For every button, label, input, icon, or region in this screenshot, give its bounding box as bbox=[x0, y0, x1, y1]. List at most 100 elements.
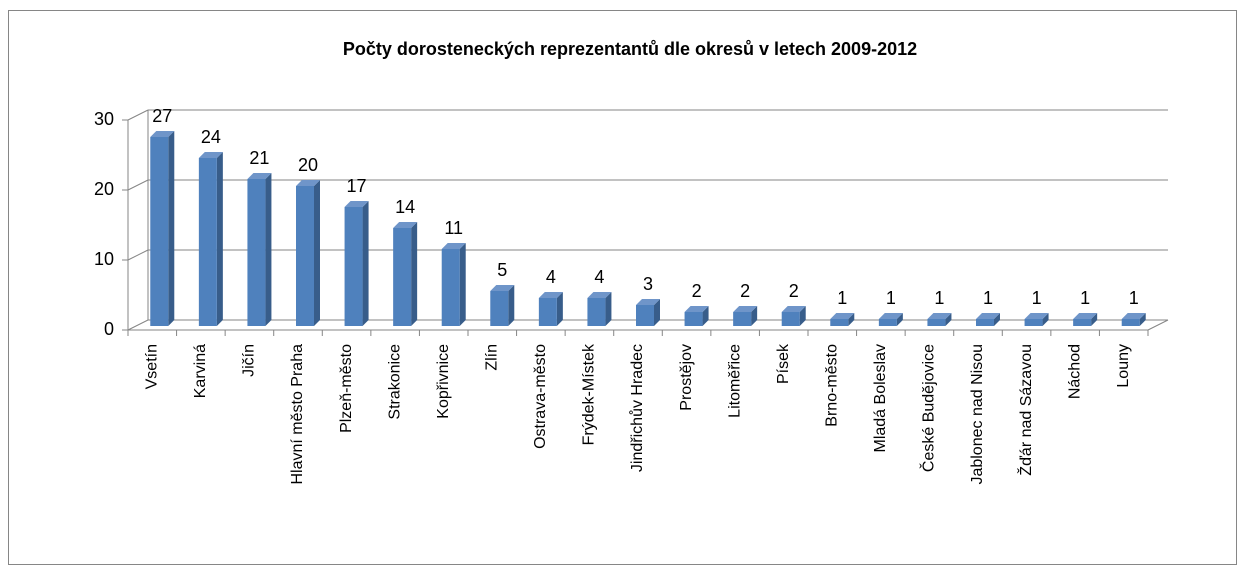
x-tick-label: Zlín bbox=[484, 344, 501, 371]
y-tick-label: 30 bbox=[94, 109, 114, 129]
x-tick-label: Prostějov bbox=[678, 344, 695, 411]
bar bbox=[538, 298, 557, 326]
bar bbox=[1073, 319, 1092, 326]
bar bbox=[587, 298, 606, 326]
grid-line bbox=[127, 109, 149, 121]
data-label: 1 bbox=[837, 288, 847, 308]
x-tick-label: Ostrava-město bbox=[532, 344, 549, 449]
data-label: 2 bbox=[692, 281, 702, 301]
data-label: 3 bbox=[643, 274, 653, 294]
bar-side bbox=[314, 180, 320, 326]
bar-top bbox=[198, 152, 223, 158]
bar-side bbox=[1139, 313, 1146, 326]
bar-side bbox=[654, 299, 660, 326]
bar-side bbox=[556, 292, 563, 326]
data-label: 24 bbox=[201, 127, 221, 147]
bar-top bbox=[1121, 313, 1146, 319]
bar bbox=[247, 179, 266, 326]
grid-line bbox=[127, 179, 149, 191]
x-tick-label: Mladá Boleslav bbox=[872, 344, 889, 453]
grid-line bbox=[127, 249, 149, 261]
x-tick-label: České Budějovice bbox=[919, 344, 938, 472]
data-label: 11 bbox=[444, 218, 463, 238]
x-tick-label: Strakonice bbox=[386, 344, 403, 420]
data-label: 4 bbox=[594, 267, 604, 287]
bar bbox=[636, 305, 654, 326]
bar bbox=[490, 291, 509, 326]
bar bbox=[441, 249, 460, 326]
data-label: 1 bbox=[983, 288, 993, 308]
bar-side bbox=[994, 313, 1000, 326]
bar bbox=[296, 186, 314, 326]
bar-top bbox=[393, 222, 418, 228]
bar bbox=[344, 207, 363, 326]
bar bbox=[393, 228, 412, 326]
bar bbox=[878, 319, 897, 326]
x-tick-label: Karviná bbox=[192, 344, 209, 398]
x-tick-label: Jičín bbox=[241, 344, 258, 377]
bar-top bbox=[781, 306, 806, 312]
grid-line bbox=[127, 319, 149, 331]
bar bbox=[1024, 319, 1043, 326]
bar-top bbox=[878, 313, 903, 319]
bar bbox=[1121, 319, 1140, 326]
data-label: 1 bbox=[886, 288, 896, 308]
bar-side bbox=[1042, 313, 1049, 326]
bar-side bbox=[799, 306, 806, 326]
y-tick-label: 20 bbox=[94, 179, 114, 199]
x-tick-label: Litoměřice bbox=[726, 344, 743, 418]
bar-top bbox=[538, 292, 563, 298]
bar-top bbox=[1024, 313, 1049, 319]
y-tick-label: 10 bbox=[94, 249, 114, 269]
data-label: 1 bbox=[1032, 288, 1042, 308]
chart-border bbox=[8, 10, 1237, 565]
bar-side bbox=[702, 306, 709, 326]
data-label: 21 bbox=[249, 148, 269, 168]
bar bbox=[733, 312, 752, 326]
bar-side bbox=[216, 152, 223, 326]
x-tick-label: Plzeň-město bbox=[338, 344, 355, 433]
bar-top bbox=[441, 243, 466, 249]
bar-top bbox=[490, 285, 515, 291]
bar-top bbox=[927, 313, 952, 319]
bar-side bbox=[508, 285, 515, 326]
bar bbox=[684, 312, 703, 326]
bar-top bbox=[587, 292, 612, 298]
x-tick-label: Louny bbox=[1115, 344, 1132, 388]
x-tick-label: Jablonec nad Nisou bbox=[969, 344, 986, 485]
bar-side bbox=[751, 306, 758, 326]
bar bbox=[198, 158, 217, 326]
bar-top bbox=[296, 180, 320, 186]
bar-side bbox=[411, 222, 418, 326]
data-label: 20 bbox=[298, 155, 318, 175]
bar-side bbox=[945, 313, 952, 326]
bar-side bbox=[896, 313, 903, 326]
bar-side bbox=[265, 173, 272, 326]
data-label: 2 bbox=[789, 281, 799, 301]
bar-top bbox=[344, 201, 369, 207]
bar-side bbox=[848, 313, 855, 326]
bar-top bbox=[247, 173, 272, 179]
data-label: 14 bbox=[395, 197, 415, 217]
data-label: 5 bbox=[497, 260, 507, 280]
chart-title: Počty dorosteneckých reprezentantů dle o… bbox=[343, 39, 917, 59]
bar-side bbox=[459, 243, 466, 326]
bar-top bbox=[636, 299, 660, 305]
bar-top bbox=[976, 313, 1000, 319]
bar-side bbox=[168, 131, 175, 326]
x-tick-label: Jindřichův Hradec bbox=[628, 344, 646, 472]
data-label: 17 bbox=[347, 176, 367, 196]
floor-edge bbox=[1147, 319, 1169, 331]
bar bbox=[781, 312, 800, 326]
x-tick-label: Brno-město bbox=[824, 344, 841, 427]
data-label: 4 bbox=[546, 267, 556, 287]
bar-top bbox=[830, 313, 855, 319]
bar-top bbox=[733, 306, 758, 312]
y-tick-label: 0 bbox=[104, 319, 114, 339]
bar-side bbox=[1091, 313, 1098, 326]
x-tick-label: Žďár nad Sázavou bbox=[1016, 344, 1035, 476]
data-label: 27 bbox=[152, 106, 172, 126]
bar-side bbox=[605, 292, 612, 326]
